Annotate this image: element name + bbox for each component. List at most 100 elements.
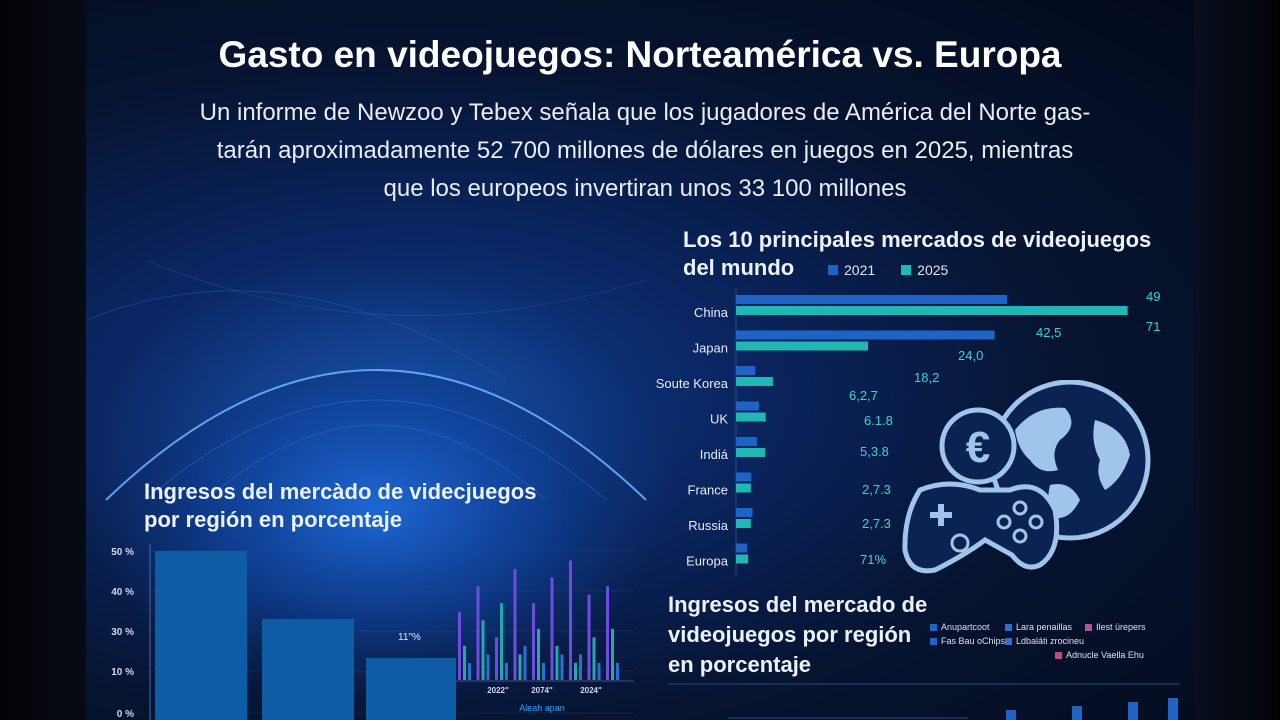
- region-bar-chart: 50 % 40 % 30 % 10 % 0 % 11"% 2022" 2074" 2024" Al…: [111, 544, 634, 720]
- legend-item: Adnucle Vaella Ehu: [1055, 650, 1144, 660]
- mini-bar: [476, 586, 480, 680]
- subtitle-line: Un informe de Newzoo y Tebex señala que …: [199, 99, 1091, 126]
- mini-bar: [532, 603, 535, 680]
- region-bar-chart-2: [668, 683, 1180, 720]
- mini-bar: [537, 628, 540, 680]
- region-bar: [1006, 710, 1016, 720]
- gamepad-icon: [902, 481, 1060, 574]
- mini-bar: [481, 620, 485, 680]
- value-label: 2,7.3: [862, 482, 891, 497]
- page-title: Gasto en videojuegos: Norteamérica vs. E…: [218, 34, 1062, 75]
- subtitle-line: tarán aproximadamente 52 700 millones de…: [216, 137, 1074, 164]
- legend-label-2021: 2021: [844, 262, 876, 278]
- legend-item: Fas Bau oChips: [930, 636, 1005, 646]
- mini-bar: [463, 645, 466, 680]
- region-bar: [262, 619, 354, 720]
- y-tick-label: 40 %: [111, 587, 134, 598]
- legend-swatch-2025: [901, 265, 912, 275]
- subtitle: Un informe de Newzoo y Tebex señala que …: [140, 94, 1150, 208]
- mini-bar: [458, 611, 461, 680]
- bar-2025: [736, 412, 766, 422]
- value-label: 24,0: [958, 348, 983, 363]
- mini-footer: Aleah apan: [519, 703, 565, 713]
- y-tick-label: 0 %: [117, 709, 134, 720]
- legend-item: Ilest ürepers: [1085, 622, 1146, 632]
- bar-2025: [736, 554, 749, 564]
- legend-label-2025: 2025: [917, 262, 949, 278]
- mini-bar: [523, 645, 527, 680]
- bar-2025: [736, 306, 1128, 315]
- region-legend-2: Anupartcoot Lara penaillas Ilest ürepers…: [930, 620, 1170, 670]
- euro-icon: €: [939, 407, 1017, 485]
- category-label: China: [694, 305, 729, 320]
- mini-bar: [513, 569, 517, 680]
- mini-x-label: 2074": [531, 686, 553, 695]
- bar-2021: [736, 401, 760, 411]
- bar-2025: [736, 341, 868, 351]
- region-bar: [1072, 706, 1082, 720]
- bar-2021: [736, 543, 747, 553]
- category-label: Japan: [693, 341, 728, 356]
- mini-x-label: 2022": [487, 686, 509, 695]
- mini-bar: [550, 577, 554, 680]
- mini-bar: [495, 637, 498, 680]
- category-label: France: [688, 483, 728, 498]
- legend-swatch-2021: [828, 265, 838, 275]
- category-label: UK: [710, 412, 728, 427]
- mini-bar: [468, 662, 471, 680]
- y-tick-label: 30 %: [111, 627, 134, 638]
- mini-bar: [587, 594, 591, 680]
- value-label: 71,2: [1146, 319, 1160, 334]
- value-label: 6,2,7: [849, 388, 878, 403]
- region-bar: [155, 551, 247, 720]
- bar-2021: [736, 295, 1008, 304]
- category-label: Russia: [688, 518, 729, 533]
- legend-item: Anupartcoot: [930, 622, 990, 632]
- top10-bar-chart: China Japan Soute Korea UK Indiá France Russia…: [656, 289, 1160, 575]
- mini-bar: [560, 654, 564, 680]
- mini-bar: [579, 654, 582, 680]
- legend-item: Ldbaláti zrocineu: [1005, 636, 1084, 646]
- region-bar: [1128, 702, 1138, 720]
- legend-item: Lara penaillas: [1005, 622, 1072, 632]
- bar-2025: [736, 377, 773, 386]
- region-chart-title: Ingresos del mercàdo de videcjuegos por …: [144, 479, 537, 532]
- value-label: 2,7.3: [862, 516, 891, 531]
- mini-bar: [500, 603, 503, 680]
- mini-bar: [486, 654, 490, 680]
- bar-annotation: 11"%: [398, 632, 421, 643]
- mini-x-label: 2024": [580, 686, 602, 695]
- category-label: Europa: [686, 554, 729, 569]
- mini-bar: [597, 662, 601, 680]
- gaming-globe-illustration: €: [902, 380, 1151, 574]
- value-label: 6.1.8: [864, 413, 893, 428]
- mini-bar: [569, 560, 572, 680]
- bar-2021: [736, 366, 756, 375]
- y-tick-label: 50 %: [111, 547, 134, 558]
- mini-bar: [555, 645, 559, 680]
- mini-bar: [611, 628, 614, 680]
- subtitle-line: que los europeos invertiran unos 33 100 …: [383, 175, 907, 202]
- region-chart-title-2: Ingresos del mercado de videojuegos por …: [668, 592, 928, 677]
- mini-bar: [606, 586, 609, 680]
- bar-2021: [736, 330, 995, 340]
- mini-bar: [592, 637, 596, 680]
- bar-2025: [736, 483, 751, 493]
- region-bar: [1168, 698, 1178, 720]
- value-label: 49,3: [1146, 289, 1160, 304]
- y-tick-label: 10 %: [111, 667, 134, 678]
- value-label: 71%: [860, 552, 886, 567]
- top10-chart-title: Los 10 principales mercados de videojueg…: [683, 227, 1152, 280]
- bar-2025: [736, 519, 751, 528]
- mini-bar: [574, 662, 577, 680]
- mini-bar: [505, 662, 508, 680]
- top10-legend: 2021 2025: [828, 262, 948, 278]
- bar-2025: [736, 448, 766, 457]
- value-label: 5,3.8: [860, 444, 889, 459]
- category-label: Indiá: [700, 447, 729, 462]
- value-label: 18,2: [914, 370, 939, 385]
- left-backdrop: [0, 0, 86, 720]
- mini-bar: [542, 662, 545, 680]
- bar-2021: [736, 437, 757, 446]
